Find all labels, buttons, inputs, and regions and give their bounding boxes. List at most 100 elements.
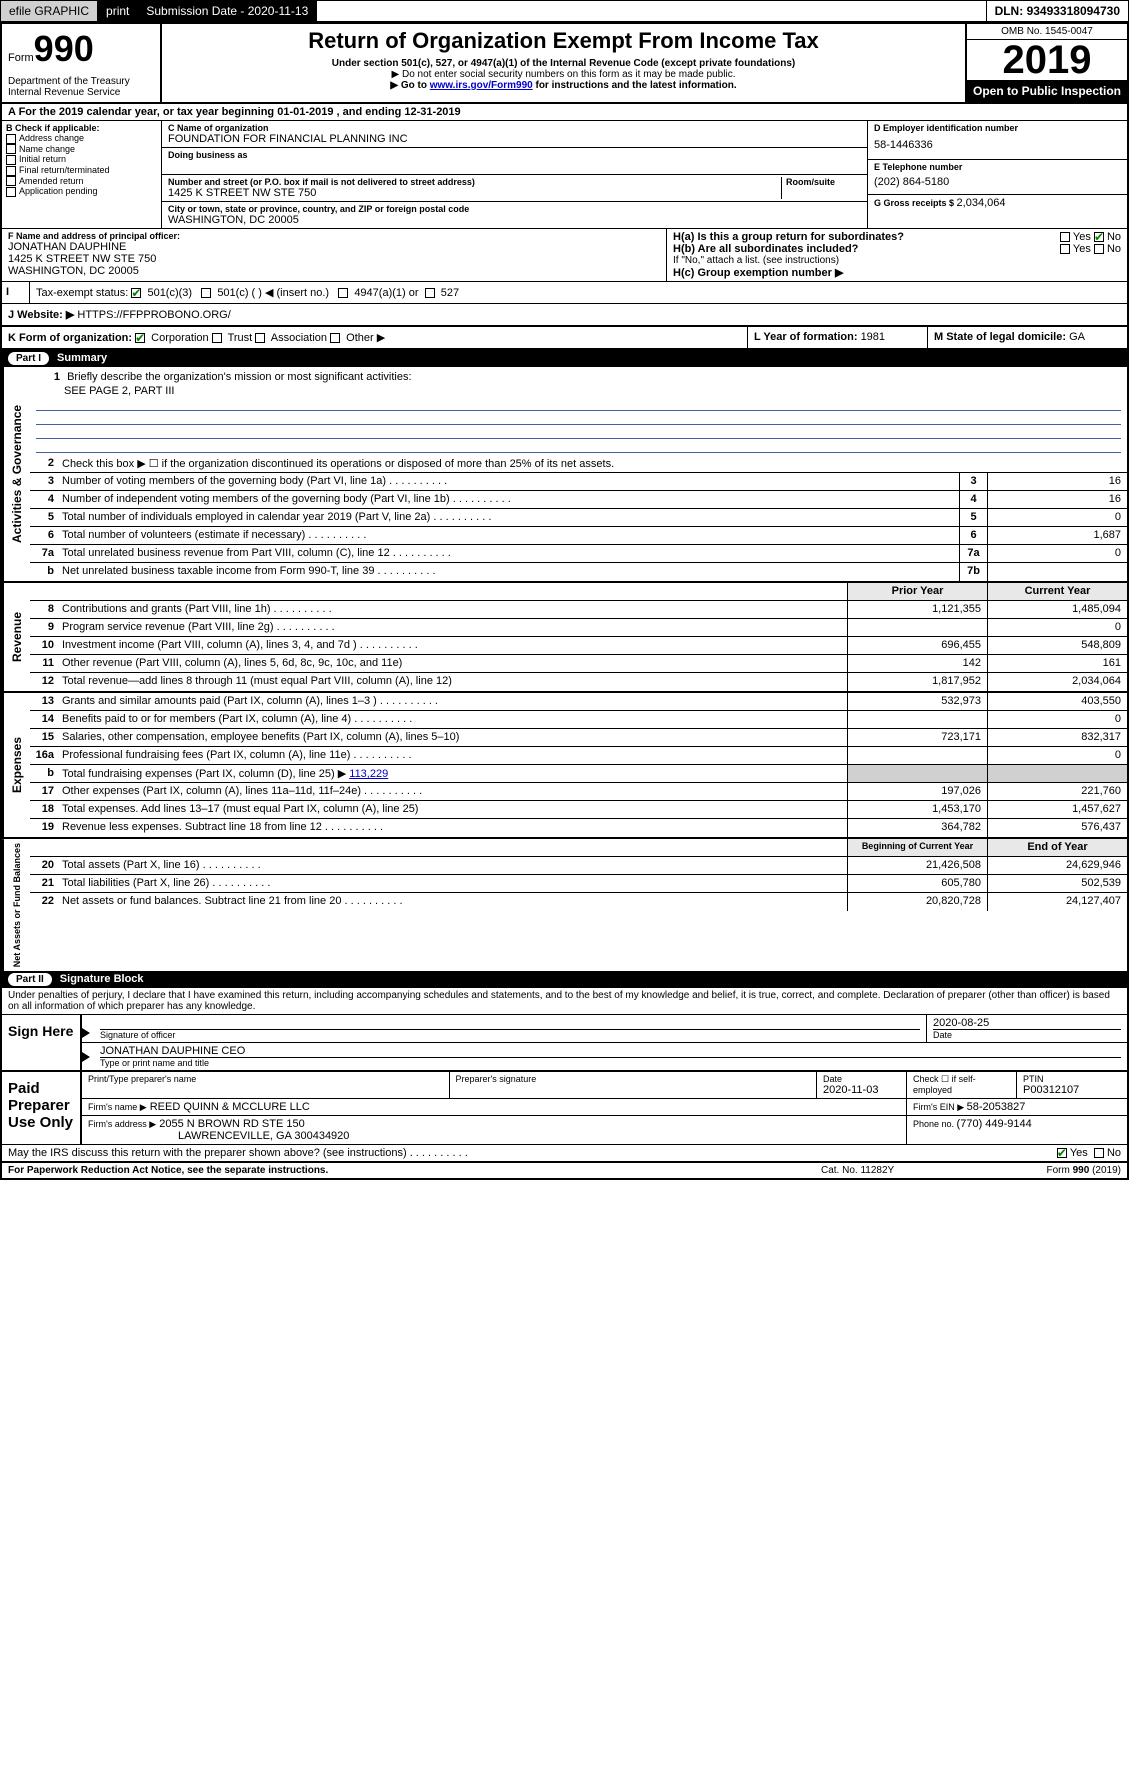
line-8: 8Contributions and grants (Part VIII, li… bbox=[30, 601, 1127, 619]
chk-pending[interactable]: Application pending bbox=[6, 186, 157, 197]
ha-yes[interactable] bbox=[1060, 232, 1070, 242]
chk-final[interactable]: Final return/terminated bbox=[6, 165, 157, 176]
line-19: 19Revenue less expenses. Subtract line 1… bbox=[30, 819, 1127, 837]
h-c: H(c) Group exemption number ▶ bbox=[673, 266, 1121, 279]
section-fh: F Name and address of principal officer:… bbox=[2, 229, 1127, 282]
hb-yes[interactable] bbox=[1060, 244, 1070, 254]
vtab-netassets: Net Assets or Fund Balances bbox=[2, 839, 30, 971]
line-17: 17Other expenses (Part IX, column (A), l… bbox=[30, 783, 1127, 801]
vtab-revenue: Revenue bbox=[2, 583, 30, 691]
box-l: L Year of formation: 1981 bbox=[747, 327, 927, 348]
section-bcde: B Check if applicable: Address change Na… bbox=[2, 121, 1127, 229]
hb-no[interactable] bbox=[1094, 244, 1104, 254]
box-m: M State of legal domicile: GA bbox=[927, 327, 1127, 348]
part1-header: Part I Summary bbox=[2, 350, 1127, 367]
line-9: 9Program service revenue (Part VIII, lin… bbox=[30, 619, 1127, 637]
line-22: 22Net assets or fund balances. Subtract … bbox=[30, 893, 1127, 911]
top-toolbar: efile GRAPHIC print Submission Date - 20… bbox=[0, 0, 1129, 22]
box-f: F Name and address of principal officer:… bbox=[2, 229, 667, 281]
print-button[interactable]: print bbox=[98, 1, 138, 21]
phone-cell: E Telephone number (202) 864-5180 bbox=[868, 160, 1127, 195]
gross-cell: G Gross receipts $ 2,034,064 bbox=[868, 195, 1127, 211]
discuss-yes[interactable] bbox=[1057, 1148, 1067, 1158]
line-10: 10Investment income (Part VIII, column (… bbox=[30, 637, 1127, 655]
addr-cell: Number and street (or P.O. box if mail i… bbox=[162, 175, 867, 202]
part2-header: Part II Signature Block bbox=[2, 971, 1127, 988]
irs-link[interactable]: www.irs.gov/Form990 bbox=[430, 80, 533, 91]
line-2: 2Check this box ▶ ☐ if the organization … bbox=[30, 455, 1127, 473]
dba-cell: Doing business as bbox=[162, 148, 867, 175]
paid-preparer-label: Paid Preparer Use Only bbox=[2, 1072, 82, 1144]
ein-cell: D Employer identification number 58-1446… bbox=[868, 121, 1127, 160]
line-7a: 7aTotal unrelated business revenue from … bbox=[30, 545, 1127, 563]
form-header: Form 990 Department of the Treasury Inte… bbox=[2, 24, 1127, 104]
vtab-expenses: Expenses bbox=[2, 693, 30, 837]
h-b: H(b) Are all subordinates included? Yes … bbox=[673, 243, 1121, 255]
line-16b: b Total fundraising expenses (Part IX, c… bbox=[30, 765, 1127, 783]
arrow-icon bbox=[82, 1028, 90, 1038]
perjury-statement: Under penalties of perjury, I declare th… bbox=[2, 988, 1127, 1015]
chk-initial[interactable]: Initial return bbox=[6, 154, 157, 165]
line-4: 4Number of independent voting members of… bbox=[30, 491, 1127, 509]
line-21: 21Total liabilities (Part X, line 26) 60… bbox=[30, 875, 1127, 893]
dept-treasury: Department of the Treasury Internal Reve… bbox=[8, 76, 154, 98]
rev-header: Prior Year Current Year bbox=[30, 583, 1127, 601]
form-990: Form 990 Department of the Treasury Inte… bbox=[0, 22, 1129, 1180]
fundraising-link[interactable]: 113,229 bbox=[349, 768, 388, 780]
line-13: 13Grants and similar amounts paid (Part … bbox=[30, 693, 1127, 711]
chk-corp[interactable] bbox=[135, 333, 145, 343]
form-number: Form 990 bbox=[8, 28, 154, 70]
line-15: 15Salaries, other compensation, employee… bbox=[30, 729, 1127, 747]
box-c: C Name of organization FOUNDATION FOR FI… bbox=[162, 121, 867, 228]
activities-governance: Activities & Governance 1 Briefly descri… bbox=[2, 367, 1127, 583]
netassets-section: Net Assets or Fund Balances Beginning of… bbox=[2, 839, 1127, 971]
chk-amended[interactable]: Amended return bbox=[6, 176, 157, 187]
box-b: B Check if applicable: Address change Na… bbox=[2, 121, 162, 228]
chk-name[interactable]: Name change bbox=[6, 144, 157, 155]
h-a: H(a) Is this a group return for subordin… bbox=[673, 231, 1121, 243]
section-klm: K Form of organization: Corporation Trus… bbox=[2, 327, 1127, 350]
section-j: J Website: ▶ HTTPS://FFPPROBONO.ORG/ bbox=[2, 304, 1127, 327]
box-deg: D Employer identification number 58-1446… bbox=[867, 121, 1127, 228]
discuss-no[interactable] bbox=[1094, 1148, 1104, 1158]
chk-trust[interactable] bbox=[212, 333, 222, 343]
line-18: 18Total expenses. Add lines 13–17 (must … bbox=[30, 801, 1127, 819]
ha-no[interactable] bbox=[1094, 232, 1104, 242]
chk-address[interactable]: Address change bbox=[6, 133, 157, 144]
paid-preparer-block: Paid Preparer Use Only Print/Type prepar… bbox=[2, 1070, 1127, 1144]
line-5: 5Total number of individuals employed in… bbox=[30, 509, 1127, 527]
chk-501c[interactable] bbox=[201, 288, 211, 298]
chk-527[interactable] bbox=[425, 288, 435, 298]
chk-other[interactable] bbox=[330, 333, 340, 343]
box-k: K Form of organization: Corporation Trus… bbox=[2, 327, 747, 348]
line-1: 1 Briefly describe the organization's mi… bbox=[30, 367, 1127, 455]
line-12: 12Total revenue—add lines 8 through 11 (… bbox=[30, 673, 1127, 691]
line-14: 14Benefits paid to or for members (Part … bbox=[30, 711, 1127, 729]
open-to-public: Open to Public Inspection bbox=[967, 80, 1127, 102]
chk-501c3[interactable] bbox=[131, 288, 141, 298]
line-7b: bNet unrelated business taxable income f… bbox=[30, 563, 1127, 581]
subtitle-3: ▶ Go to www.irs.gov/Form990 for instruct… bbox=[168, 80, 959, 91]
header-title-block: Return of Organization Exempt From Incom… bbox=[162, 24, 967, 102]
sign-here-block: Sign Here Signature of officer 2020-08-2… bbox=[2, 1015, 1127, 1070]
revenue-section: Revenue Prior Year Current Year 8Contrib… bbox=[2, 583, 1127, 693]
period-row: A For the 2019 calendar year, or tax yea… bbox=[2, 104, 1127, 121]
h-b-note: If "No," attach a list. (see instruction… bbox=[673, 255, 1121, 266]
tax-year: 2019 bbox=[967, 40, 1127, 80]
header-right: OMB No. 1545-0047 2019 Open to Public In… bbox=[967, 24, 1127, 102]
box-h: H(a) Is this a group return for subordin… bbox=[667, 229, 1127, 281]
arrow-icon bbox=[82, 1052, 90, 1062]
net-header: Beginning of Current Year End of Year bbox=[30, 839, 1127, 857]
form-title: Return of Organization Exempt From Incom… bbox=[168, 28, 959, 54]
org-name-cell: C Name of organization FOUNDATION FOR FI… bbox=[162, 121, 867, 148]
submission-date: Submission Date - 2020-11-13 bbox=[138, 1, 317, 21]
chk-4947[interactable] bbox=[338, 288, 348, 298]
vtab-governance: Activities & Governance bbox=[2, 367, 30, 581]
dln: DLN: 93493318094730 bbox=[986, 1, 1128, 21]
expenses-section: Expenses 13Grants and similar amounts pa… bbox=[2, 693, 1127, 839]
form-footer: For Paperwork Reduction Act Notice, see … bbox=[2, 1163, 1127, 1178]
chk-assoc[interactable] bbox=[255, 333, 265, 343]
efile-label: efile GRAPHIC bbox=[1, 1, 98, 21]
section-i: I Tax-exempt status: 501(c)(3) 501(c) ( … bbox=[2, 282, 1127, 304]
city-cell: City or town, state or province, country… bbox=[162, 202, 867, 228]
